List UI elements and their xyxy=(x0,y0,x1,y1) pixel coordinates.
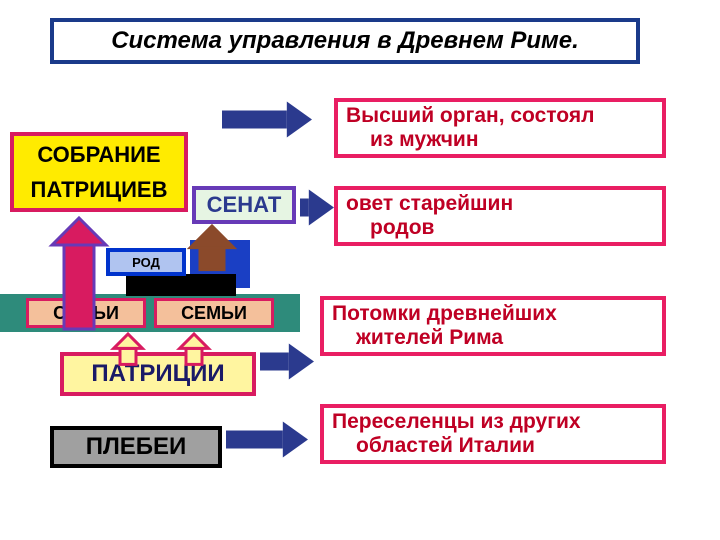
assembly-line2: ПАТРИЦИЕВ xyxy=(31,172,168,207)
rod-text: РОД xyxy=(132,255,160,270)
desc4-line1: Переселенцы из других xyxy=(332,410,581,434)
patricians-text: ПАТРИЦИИ xyxy=(91,360,224,388)
desc1-line2: из мужчин xyxy=(346,128,479,152)
desc1: Высший орган, состоял из мужчин xyxy=(334,98,666,158)
family2-box: СЕМЬИ xyxy=(154,298,274,328)
plebeians-text: ПЛЕБЕИ xyxy=(86,433,187,461)
desc2-line1: овет старейшин xyxy=(346,192,513,216)
desc4: Переселенцы из других областей Италии xyxy=(320,404,666,464)
desc3-line1: Потомки древнейших xyxy=(332,302,557,326)
arrow-icon xyxy=(300,190,334,226)
desc4-line2: областей Италии xyxy=(332,434,535,458)
title-box: Система управления в Древнем Риме. xyxy=(50,18,640,64)
assembly-box: СОБРАНИЕ ПАТРИЦИЕВ xyxy=(10,132,188,212)
family2-text: СЕМЬИ xyxy=(181,303,247,324)
assembly-line1: СОБРАНИЕ xyxy=(31,137,168,172)
plebeians-box: ПЛЕБЕИ xyxy=(50,426,222,468)
desc2-line2: родов xyxy=(346,216,434,240)
desc3: Потомки древнейших жителей Рима xyxy=(320,296,666,356)
desc1-line1: Высший орган, состоял xyxy=(346,104,594,128)
desc2: овет старейшин родов xyxy=(334,186,666,246)
black-block xyxy=(126,274,236,296)
arrow-icon xyxy=(226,422,308,458)
patricians-box: ПАТРИЦИИ xyxy=(60,352,256,396)
rod-box: РОД xyxy=(106,248,186,276)
desc3-line2: жителей Рима xyxy=(332,326,503,350)
senate-box: СЕНАТ xyxy=(192,186,296,224)
senate-text: СЕНАТ xyxy=(207,192,282,218)
arrow-icon xyxy=(222,102,312,138)
family1-text: СЕМЬИ xyxy=(53,303,119,324)
arrow-icon xyxy=(260,344,314,380)
title-text: Система управления в Древнем Риме. xyxy=(111,27,579,55)
family1-box: СЕМЬИ xyxy=(26,298,146,328)
